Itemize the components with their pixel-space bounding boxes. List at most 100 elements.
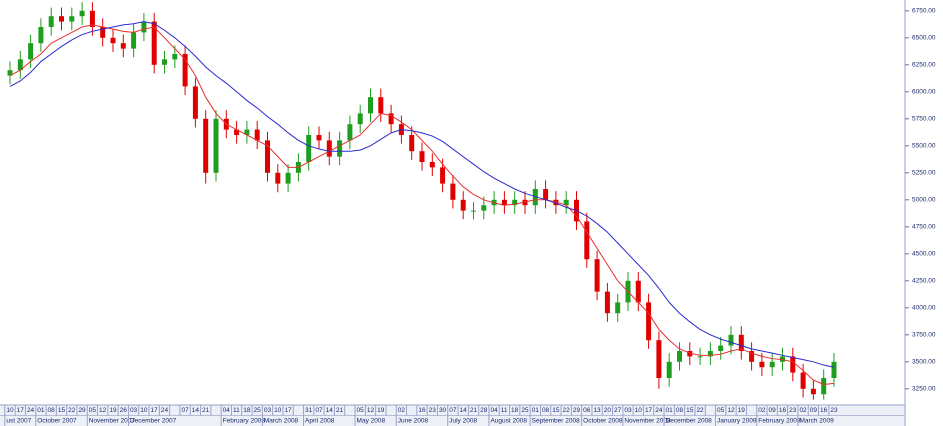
y-tick-label: 3750.00 <box>912 332 936 339</box>
candle-body <box>182 54 188 87</box>
candle-body <box>831 361 837 378</box>
month-label: August 2008 <box>490 418 527 425</box>
candle-body <box>707 351 713 357</box>
x-tick-label: 05 <box>357 407 365 414</box>
x-tick-label: 14 <box>192 407 200 414</box>
candle-body <box>800 372 806 389</box>
candle-body <box>120 43 126 49</box>
x-tick-label: 19 <box>109 407 117 414</box>
candle-body <box>471 210 476 212</box>
candle-body <box>59 16 64 22</box>
x-tick-label: 01 <box>532 407 540 414</box>
x-tick-label: 02 <box>758 407 766 414</box>
candle-body <box>368 97 373 114</box>
x-tick-label: 17 <box>645 407 653 414</box>
candle-body <box>604 291 610 314</box>
candle-body <box>110 37 116 44</box>
x-tick-label: 25 <box>254 407 262 414</box>
x-tick-label: 11 <box>501 407 508 414</box>
candle-body <box>89 10 95 28</box>
x-tick-label: 23 <box>830 407 838 414</box>
x-tick-label: 17 <box>17 407 25 414</box>
x-tick-label: 02 <box>398 407 406 414</box>
x-tick-label: 04 <box>490 407 498 414</box>
candle-body <box>131 32 137 49</box>
x-tick-label: 23 <box>789 407 797 414</box>
x-tick-label: 12 <box>99 407 107 414</box>
y-tick-label: 5000.00 <box>912 197 936 204</box>
month-label: October 2007 <box>37 418 77 425</box>
x-tick-label: 24 <box>161 407 169 414</box>
y-tick-label: 6750.00 <box>912 8 936 15</box>
y-tick-label: 4750.00 <box>912 224 936 231</box>
x-tick-label: 08 <box>48 407 56 414</box>
x-tick-label: 19 <box>738 407 746 414</box>
x-tick-label: 27 <box>614 407 622 414</box>
month-label: September 2008 <box>532 418 580 425</box>
candle-body <box>769 361 775 368</box>
x-tick-label: 29 <box>573 407 581 414</box>
y-tick-label: 5750.00 <box>912 116 936 123</box>
candle-body <box>17 59 23 71</box>
candle-body <box>419 151 425 162</box>
x-tick-label: 21 <box>202 407 210 414</box>
candle-body <box>810 388 816 395</box>
candle-body <box>821 378 827 395</box>
x-tick-label: 05 <box>717 407 725 414</box>
x-tick-label: 15 <box>686 407 694 414</box>
candle-body <box>151 21 157 65</box>
x-tick-label: 29 <box>78 407 86 414</box>
candle-body <box>666 361 672 378</box>
x-tick-label: 31 <box>305 407 313 414</box>
candle-body <box>172 54 178 60</box>
x-tick-label: 24 <box>655 407 663 414</box>
candle-body <box>728 334 734 346</box>
x-tick-label: 08 <box>542 407 550 414</box>
candle-body <box>491 199 497 206</box>
candle-body <box>429 162 435 168</box>
candle-body <box>790 356 796 373</box>
x-tick-label: 13 <box>593 407 601 414</box>
x-tick-label: 16 <box>820 407 828 414</box>
x-tick-label: 15 <box>552 407 560 414</box>
candle-body <box>28 43 34 60</box>
x-tick-label: 02 <box>799 407 807 414</box>
candle-body <box>244 129 250 135</box>
candle-body <box>553 199 559 206</box>
candle-body <box>326 140 332 157</box>
x-tick-label: 01 <box>666 407 674 414</box>
candle-body <box>646 302 652 341</box>
candle-body <box>141 21 147 33</box>
candle-body <box>738 334 744 351</box>
x-tick-label: 01 <box>37 407 45 414</box>
candle-body <box>718 345 724 351</box>
month-label: December 2008 <box>666 418 713 425</box>
candle-body <box>203 118 209 173</box>
x-tick-label: 19 <box>377 407 385 414</box>
candle-body <box>100 27 106 38</box>
candle-body <box>306 135 312 162</box>
candle-body <box>440 167 446 184</box>
x-tick-label: 20 <box>604 407 612 414</box>
month-label: November 2008 <box>624 418 671 425</box>
x-tick-label: 04 <box>223 407 231 414</box>
x-tick-label: 26 <box>120 407 128 414</box>
x-tick-label: 21 <box>470 407 478 414</box>
candle-body <box>7 70 13 76</box>
month-label: March 2009 <box>799 418 834 425</box>
candle-body <box>759 361 765 368</box>
y-tick-label: 3500.00 <box>912 359 936 366</box>
x-tick-label: 18 <box>511 407 519 414</box>
month-label: February 2008 <box>223 418 266 425</box>
candle-body <box>275 172 281 184</box>
candle-body <box>687 351 693 357</box>
x-tick-label: 03 <box>130 407 138 414</box>
x-tick-label: 18 <box>243 407 251 414</box>
x-tick-label: 17 <box>284 407 292 414</box>
x-tick-label: 10 <box>6 407 14 414</box>
y-tick-label: 5250.00 <box>912 170 936 177</box>
candle-body <box>316 135 322 141</box>
x-tick-label: 23 <box>429 407 437 414</box>
month-label: April 2008 <box>305 418 335 425</box>
